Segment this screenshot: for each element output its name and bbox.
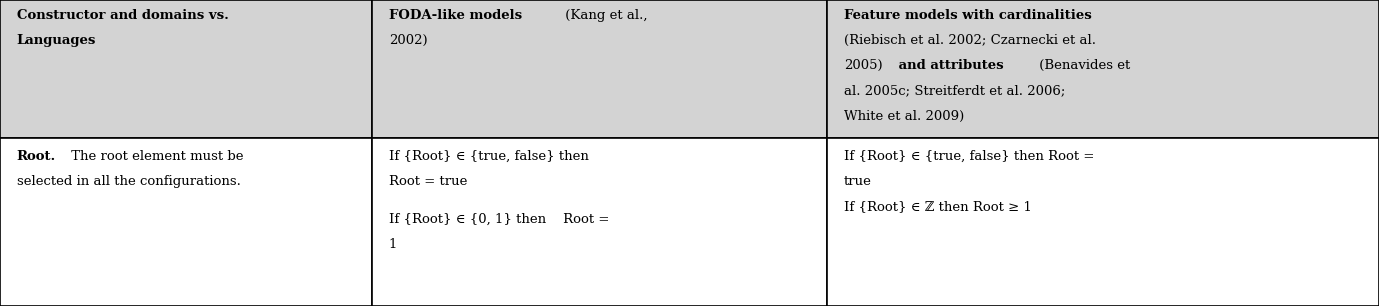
Text: If {Root} ∈ {true, false} then: If {Root} ∈ {true, false} then — [389, 150, 589, 163]
Text: Constructor and domains vs.: Constructor and domains vs. — [17, 9, 229, 22]
Text: al. 2005c; Streitferdt et al. 2006;: al. 2005c; Streitferdt et al. 2006; — [844, 84, 1066, 97]
Text: White et al. 2009): White et al. 2009) — [844, 110, 964, 122]
Bar — [827, 0, 1379, 138]
Text: (Kang et al.,: (Kang et al., — [561, 9, 647, 22]
Bar — [0, 138, 372, 306]
Bar — [372, 0, 827, 138]
Text: If {Root} ∈ ℤ then Root ≥ 1: If {Root} ∈ ℤ then Root ≥ 1 — [844, 200, 1031, 213]
Text: If {Root} ∈ {0, 1} then    Root =: If {Root} ∈ {0, 1} then Root = — [389, 213, 610, 226]
Text: FODA-like models: FODA-like models — [389, 9, 523, 22]
Text: 2005): 2005) — [844, 59, 883, 72]
Text: true: true — [844, 175, 872, 188]
Bar — [0, 0, 372, 138]
Text: 2002): 2002) — [389, 34, 427, 47]
Text: Languages: Languages — [17, 34, 97, 47]
Bar — [827, 138, 1379, 306]
Bar — [372, 138, 827, 306]
Text: (Benavides et: (Benavides et — [1036, 59, 1131, 72]
Text: and attributes: and attributes — [894, 59, 1004, 72]
Text: The root element must be: The root element must be — [68, 150, 244, 163]
Text: selected in all the configurations.: selected in all the configurations. — [17, 175, 240, 188]
Text: Feature models with cardinalities: Feature models with cardinalities — [844, 9, 1092, 22]
Text: 1: 1 — [389, 238, 397, 251]
Text: If {Root} ∈ {true, false} then Root =: If {Root} ∈ {true, false} then Root = — [844, 150, 1095, 163]
Text: Root = true: Root = true — [389, 175, 467, 188]
Text: (Riebisch et al. 2002; Czarnecki et al.: (Riebisch et al. 2002; Czarnecki et al. — [844, 34, 1096, 47]
Text: Root.: Root. — [17, 150, 55, 163]
